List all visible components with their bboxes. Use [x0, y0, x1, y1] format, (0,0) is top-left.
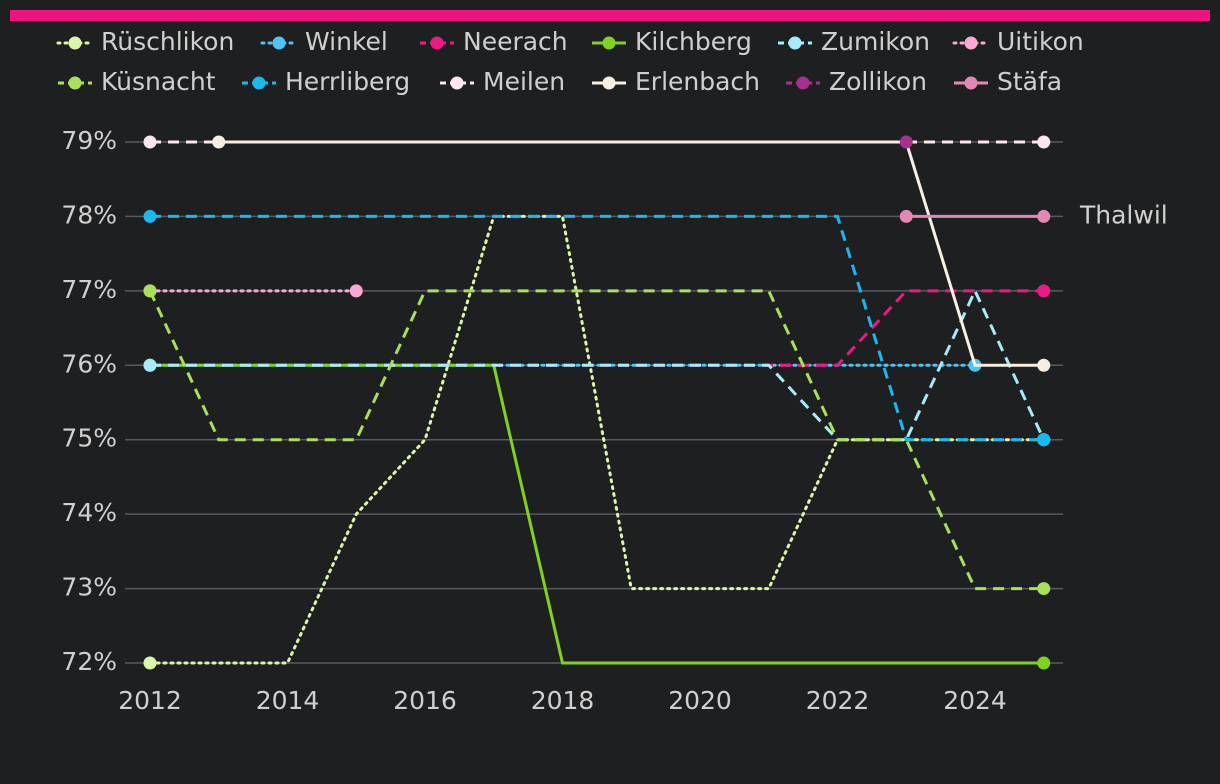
y-tick-label: 77% [61, 275, 117, 304]
legend-marker [964, 76, 978, 90]
point-marker [143, 358, 157, 372]
legend-marker [788, 36, 802, 50]
point-marker [1037, 209, 1051, 223]
grid: 72% 73% 74% 75% 76% 77% 78% 79% 2012 2014 2016 2018… [61, 126, 1063, 715]
legend-label: Erlenbach [635, 67, 760, 96]
point-marker [1037, 135, 1051, 149]
y-tick-label: 78% [61, 200, 117, 229]
legend-marker [450, 76, 464, 90]
x-tick-label: 2016 [393, 686, 457, 715]
legend-item: Stäfa [954, 67, 1062, 96]
legend-marker [272, 36, 286, 50]
legend-item: Meilen [440, 67, 565, 96]
series-line [218, 140, 1044, 367]
series-line [150, 214, 1044, 442]
series-line [150, 289, 1044, 367]
legend-label: Zumikon [821, 27, 930, 56]
legend-item: Kilchberg [592, 27, 752, 56]
legend-label: Neerach [463, 27, 568, 56]
legend-marker [68, 36, 82, 50]
x-tick-label: 2014 [256, 686, 320, 715]
legend-label: Stäfa [997, 67, 1062, 96]
point-marker [349, 284, 363, 298]
legend-label: Winkel [305, 27, 388, 56]
legend-item: Rüschlikon [56, 27, 234, 56]
x-tick-label: 2020 [668, 686, 732, 715]
legend-item: Zollikon [786, 67, 927, 96]
point-marker [143, 135, 157, 149]
legend-marker [964, 36, 978, 50]
y-tick-label: 74% [61, 498, 117, 527]
x-tick-label: 2022 [806, 686, 870, 715]
point-marker [1037, 358, 1051, 372]
point-marker [1037, 284, 1051, 298]
legend-marker [430, 36, 444, 50]
legend-marker [252, 76, 266, 90]
point-marker [899, 135, 913, 149]
legend-item: Uitikon [952, 27, 1084, 56]
point-marker [143, 284, 157, 298]
x-tick-label: 2024 [943, 686, 1007, 715]
top-stripe [10, 10, 1210, 21]
legend-marker [602, 76, 616, 90]
point-marker [1037, 433, 1051, 447]
legend-item: Küsnacht [58, 67, 216, 96]
point-marker [143, 656, 157, 670]
legend-label: Uitikon [997, 27, 1084, 56]
y-tick-label: 75% [61, 424, 117, 453]
legend-label: Kilchberg [635, 27, 752, 56]
point-marker [143, 209, 157, 223]
legend-item: Herrliberg [242, 67, 410, 96]
legend-label: Herrliberg [285, 67, 410, 96]
annotation: Thalwil [1079, 200, 1168, 229]
y-tick-label: 73% [61, 573, 117, 602]
x-tick-label: 2012 [118, 686, 182, 715]
y-tick-label: 76% [61, 349, 117, 378]
series-line [148, 289, 1044, 591]
legend-label: Rüschlikon [101, 27, 234, 56]
legend-item: Neerach [420, 27, 568, 56]
legend-marker [602, 36, 616, 50]
y-tick-label: 72% [61, 647, 117, 676]
point-marker [1037, 656, 1051, 670]
x-tick-label: 2018 [531, 686, 595, 715]
legend-item: Winkel [260, 27, 388, 56]
y-tick-label: 79% [61, 126, 117, 155]
legend-label: Meilen [483, 67, 565, 96]
legend-marker [796, 76, 810, 90]
point-marker [212, 135, 226, 149]
legend: Rüschlikon Winkel Neerach Kilchberg Zumikon U… [56, 27, 1084, 96]
point-marker [1037, 582, 1051, 596]
legend-item: Zumikon [778, 27, 930, 56]
plot: Thalwil [143, 135, 1168, 670]
legend-marker [68, 76, 82, 90]
legend-item: Erlenbach [592, 67, 760, 96]
point-marker [899, 209, 913, 223]
legend-label: Küsnacht [101, 67, 216, 96]
legend-label: Zollikon [829, 67, 927, 96]
